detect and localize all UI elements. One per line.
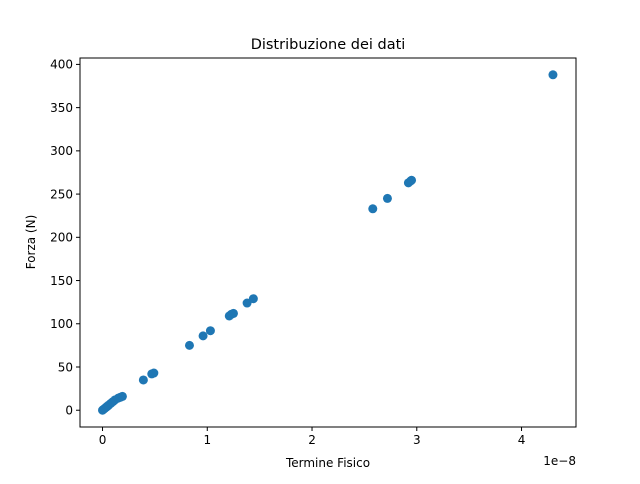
y-axis-ticks: 0 50 100 150 200 250 300 350 400 xyxy=(50,58,80,418)
y-tick-label: 300 xyxy=(50,144,73,158)
chart-title: Distribuzione dei dati xyxy=(251,37,406,53)
x-tick-label: 1 xyxy=(203,433,211,447)
y-tick-label: 350 xyxy=(50,101,73,115)
x-axis-label: Termine Fisico xyxy=(285,456,370,470)
data-point xyxy=(198,331,208,341)
data-point xyxy=(149,368,159,378)
y-tick-label: 150 xyxy=(50,274,73,288)
y-tick-label: 50 xyxy=(58,360,73,374)
axes-frame xyxy=(79,57,577,428)
data-point xyxy=(117,391,127,401)
y-tick-label: 200 xyxy=(50,231,73,245)
y-tick-label: 250 xyxy=(50,187,73,201)
data-point xyxy=(205,326,215,336)
data-point xyxy=(407,175,417,185)
data-point xyxy=(138,375,148,385)
x-tick-label: 2 xyxy=(308,433,316,447)
y-axis-label: Forza (N) xyxy=(24,215,38,270)
y-tick-label: 100 xyxy=(50,317,73,331)
data-point xyxy=(248,294,258,304)
x-axis-offset-label: 1e−8 xyxy=(543,454,576,468)
x-tick-label: 0 xyxy=(99,433,107,447)
data-point xyxy=(228,308,238,318)
data-point xyxy=(184,340,194,350)
data-point xyxy=(368,204,378,214)
data-points xyxy=(98,70,558,415)
data-point xyxy=(242,298,252,308)
y-tick-label: 0 xyxy=(65,404,73,418)
data-point xyxy=(548,70,558,80)
x-tick-label: 3 xyxy=(413,433,421,447)
y-tick-label: 400 xyxy=(50,58,73,72)
x-axis-ticks: 0 1 2 3 4 xyxy=(99,427,526,447)
data-point xyxy=(382,193,392,203)
x-tick-label: 4 xyxy=(518,433,526,447)
